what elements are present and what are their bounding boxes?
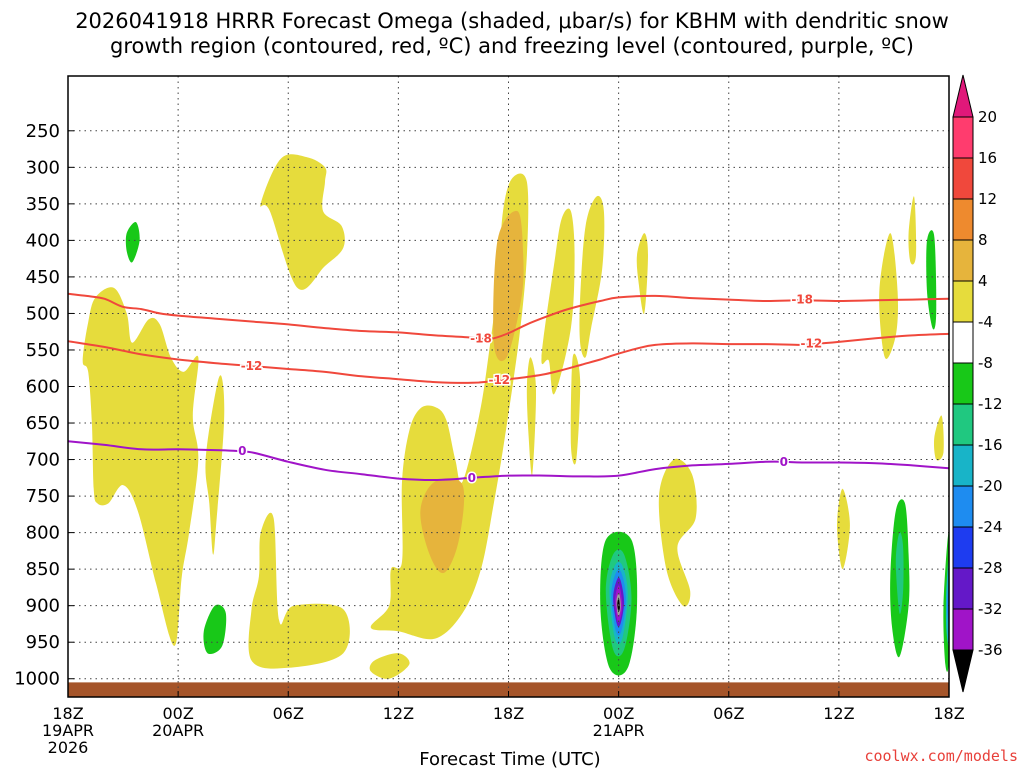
omega-region bbox=[908, 196, 917, 265]
x-tick-label: 18Z bbox=[52, 704, 83, 723]
omega-region bbox=[248, 512, 350, 669]
omega-region bbox=[526, 357, 537, 476]
y-tick-label: 400 bbox=[26, 230, 60, 251]
y-tick-label: 500 bbox=[26, 303, 60, 324]
omega-region bbox=[895, 532, 904, 614]
contour-label: -12 bbox=[241, 359, 263, 373]
colorbar-label: -32 bbox=[978, 600, 1003, 618]
y-tick-label: 750 bbox=[26, 486, 60, 507]
contour-label: 0 bbox=[238, 444, 246, 458]
colorbar-swatch bbox=[952, 239, 974, 282]
x-tick-label: 18Z bbox=[493, 704, 524, 723]
colorbar-label: 4 bbox=[978, 272, 988, 290]
omega-region bbox=[837, 488, 850, 570]
omega-region bbox=[933, 415, 944, 461]
contour-label: -12 bbox=[488, 373, 510, 387]
credit-text: coolwx.com/models bbox=[864, 747, 1018, 765]
chart-title-line-1: 2026041918 HRRR Forecast Omega (shaded, … bbox=[75, 9, 949, 33]
colorbar-label: 20 bbox=[978, 108, 997, 126]
colorbar-swatch bbox=[952, 608, 974, 651]
colorbar-swatch bbox=[952, 485, 974, 528]
colorbar-label: 8 bbox=[978, 231, 988, 249]
colorbar-top-arrow bbox=[952, 74, 974, 118]
y-tick-label: 550 bbox=[26, 340, 60, 361]
x-tick-label: 2026 bbox=[48, 738, 89, 757]
colorbar-label: -16 bbox=[978, 436, 1003, 454]
x-tick-label: 18Z bbox=[933, 704, 964, 723]
pressure-axis: 250 300 350 400 450 500 550 600 650 700 750 800 850 9… bbox=[14, 121, 74, 690]
colorbar-label: -8 bbox=[978, 354, 993, 372]
colorbar-label: -4 bbox=[978, 313, 993, 331]
colorbar-label: 12 bbox=[978, 190, 997, 208]
x-tick-label: 00Z bbox=[162, 704, 193, 723]
colorbar-label: -24 bbox=[978, 518, 1003, 536]
x-tick-label: 20APR bbox=[152, 721, 204, 740]
colorbar-swatch bbox=[952, 116, 974, 159]
y-tick-label: 1000 bbox=[14, 669, 60, 690]
omega-region bbox=[570, 353, 581, 465]
y-tick-label: 950 bbox=[26, 632, 60, 653]
isotherm-contours: -18 -18 -12 -12 -12 0 0 0 bbox=[67, 291, 950, 486]
x-tick-label: 19APR bbox=[42, 721, 94, 740]
x-tick-label: 06Z bbox=[273, 704, 304, 723]
y-tick-label: 800 bbox=[26, 523, 60, 544]
chart-title-line-2: growth region (contoured, red, ºC) and f… bbox=[110, 34, 914, 58]
omega-region bbox=[636, 233, 648, 315]
colorbar-swatch bbox=[952, 567, 974, 610]
colorbar-label: -28 bbox=[978, 559, 1003, 577]
omega-region bbox=[541, 208, 575, 395]
colorbar-swatch bbox=[952, 198, 974, 241]
colorbar-swatch bbox=[952, 321, 974, 364]
y-tick-label: 350 bbox=[26, 194, 60, 215]
y-tick-label: 250 bbox=[26, 121, 60, 142]
contour-label: -18 bbox=[791, 293, 813, 307]
omega-region bbox=[125, 221, 140, 263]
colorbar-label: -12 bbox=[978, 395, 1003, 413]
y-tick-label: 450 bbox=[26, 267, 60, 288]
contour-label: -18 bbox=[470, 331, 492, 345]
omega-region bbox=[420, 478, 465, 574]
colorbar: 20 16 12 8 4 -4 -8 -12 -16 -20 -24 -28 -32 -36 bbox=[952, 74, 1003, 693]
omega-region bbox=[658, 458, 697, 607]
omega-region bbox=[260, 154, 345, 290]
colorbar-swatch bbox=[952, 526, 974, 569]
omega-region bbox=[926, 230, 937, 330]
omega-shaded-areas bbox=[82, 154, 950, 679]
colorbar-label: 16 bbox=[978, 149, 997, 167]
contour-line bbox=[67, 292, 950, 341]
omega-region bbox=[205, 375, 225, 555]
colorbar-swatch bbox=[952, 444, 974, 487]
y-tick-label: 600 bbox=[26, 377, 60, 398]
omega-region bbox=[879, 233, 899, 359]
omega-region bbox=[370, 173, 529, 640]
y-tick-label: 650 bbox=[26, 413, 60, 434]
colorbar-swatch bbox=[952, 280, 974, 323]
contour-line bbox=[67, 440, 950, 482]
x-tick-label: 06Z bbox=[713, 704, 744, 723]
colorbar-swatch bbox=[952, 362, 974, 405]
contour-label: -12 bbox=[801, 336, 823, 350]
colorbar-label: -20 bbox=[978, 477, 1003, 495]
x-tick-label: 21APR bbox=[593, 721, 645, 740]
contour-line bbox=[67, 332, 950, 384]
x-axis-title: Forecast Time (UTC) bbox=[419, 749, 600, 768]
contour-label: 0 bbox=[780, 455, 788, 469]
omega-region bbox=[203, 604, 227, 655]
x-tick-label: 12Z bbox=[823, 704, 854, 723]
omega-region bbox=[369, 653, 410, 679]
y-tick-label: 850 bbox=[26, 559, 60, 580]
colorbar-swatch bbox=[952, 403, 974, 446]
x-tick-label: 00Z bbox=[603, 704, 634, 723]
colorbar-label: -36 bbox=[978, 641, 1003, 659]
colorbar-bottom-arrow bbox=[952, 649, 974, 693]
y-tick-label: 700 bbox=[26, 450, 60, 471]
colorbar-swatch bbox=[952, 157, 974, 200]
y-tick-label: 300 bbox=[26, 157, 60, 178]
contour-label: 0 bbox=[468, 471, 476, 485]
y-tick-label: 900 bbox=[26, 596, 60, 617]
omega-region bbox=[82, 287, 199, 646]
x-tick-label: 12Z bbox=[383, 704, 414, 723]
